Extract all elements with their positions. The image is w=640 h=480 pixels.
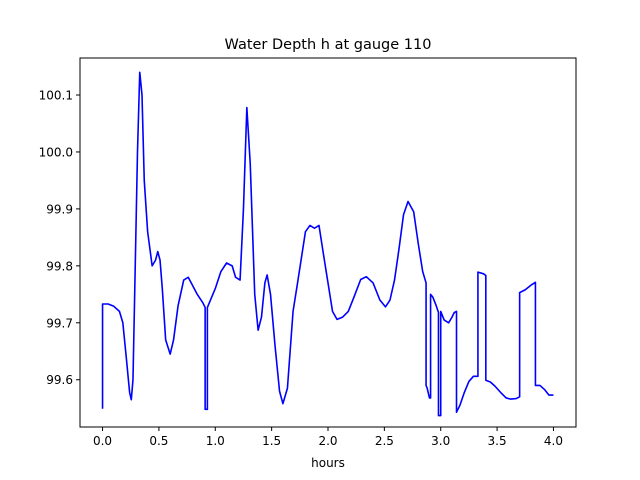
y-tick-label: 99.7 [46,316,73,330]
chart-title: Water Depth h at gauge 110 [225,37,432,53]
series-layer [101,71,554,417]
x-tick-label: 2.0 [318,434,337,448]
x-tick-label: 3.0 [431,434,450,448]
y-tick-label: 99.9 [46,202,73,216]
x-tick-label: 1.0 [206,434,225,448]
y-tick-label: 99.8 [46,259,73,273]
y-tick-label: 100.0 [39,145,73,159]
series-line-0 [101,71,554,417]
y-tick-label: 100.1 [39,89,73,103]
x-axis-label: hours [311,456,345,470]
y-tick-label: 99.6 [46,373,73,387]
x-tick-label: 1.5 [262,434,281,448]
x-tick-label: 0.5 [149,434,168,448]
x-tick-label: 3.5 [488,434,507,448]
x-axis: 0.0 0.5 1.0 1.5 2.0 2.5 3.0 3.5 4.0 [93,427,563,448]
x-tick-label: 4.0 [544,434,563,448]
x-tick-label: 0.0 [93,434,112,448]
y-axis: 99.6 99.7 99.8 99.9 100.0 100.1 [39,89,80,387]
plot-area [80,58,576,427]
x-tick-label: 2.5 [375,434,394,448]
